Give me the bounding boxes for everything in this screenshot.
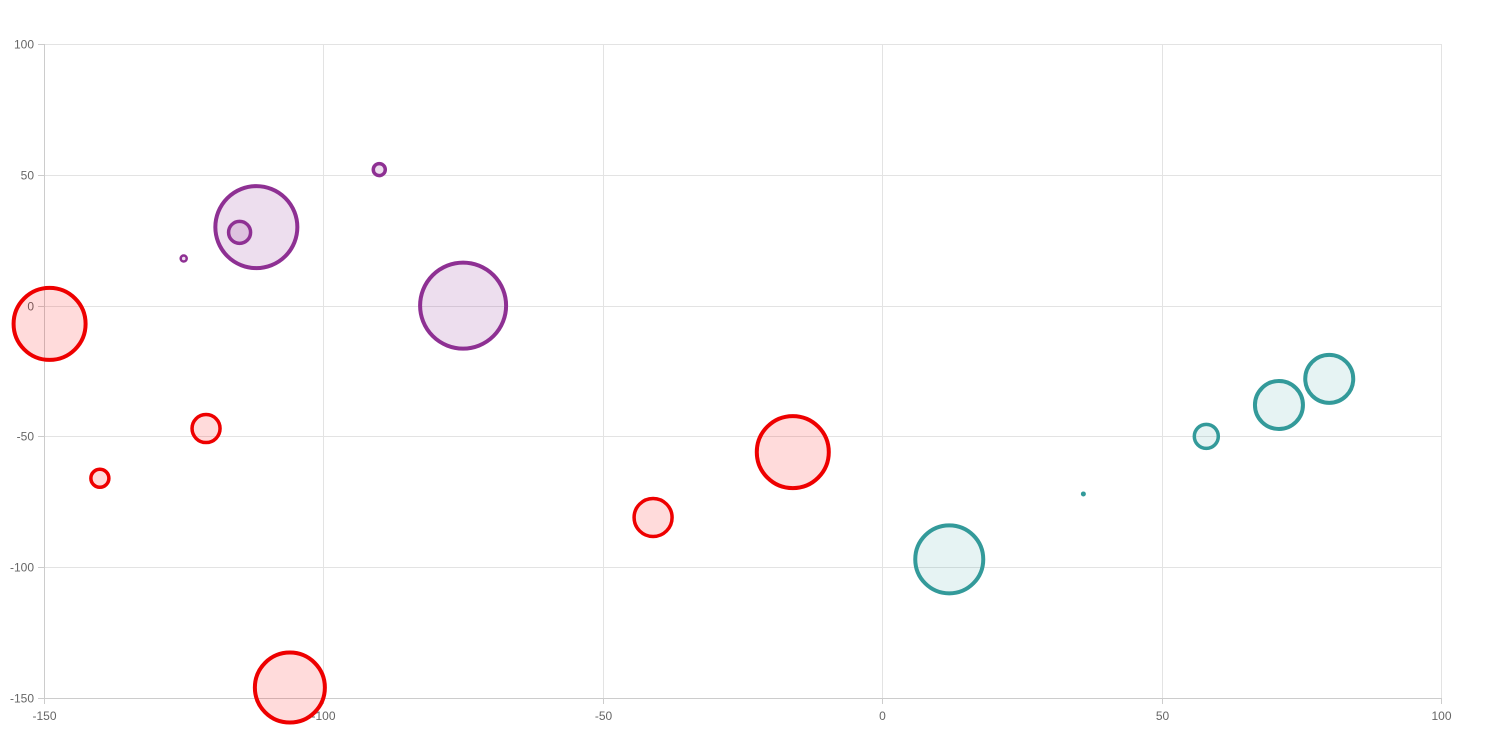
x-tick-label: -150 xyxy=(32,709,56,723)
bubbles xyxy=(11,161,1356,725)
bubble-point[interactable] xyxy=(11,285,88,362)
bubble-point[interactable] xyxy=(89,467,111,490)
bubble-series-2 xyxy=(913,352,1356,596)
x-tick-label: -100 xyxy=(311,709,335,723)
bubble-point[interactable] xyxy=(754,414,831,491)
bubble-point[interactable] xyxy=(226,219,253,246)
bubble-point[interactable] xyxy=(179,254,188,263)
bubble-point[interactable] xyxy=(1080,491,1086,497)
bubble-point[interactable] xyxy=(1252,379,1305,432)
bubble-point[interactable] xyxy=(213,184,300,271)
axes: -150 -100 -50 0 50 100 100 50 0 -50 -100 -150 xyxy=(10,38,1452,724)
y-tick-label: -50 xyxy=(17,430,35,444)
y-tick-label: -150 xyxy=(10,692,34,706)
bubble-point[interactable] xyxy=(632,496,674,539)
y-tick-label: 0 xyxy=(27,300,34,314)
grid-lines xyxy=(44,44,1442,699)
x-tick-label: 100 xyxy=(1431,709,1451,723)
y-tick-label: -100 xyxy=(10,561,34,575)
bubble-series-0 xyxy=(11,285,831,725)
bubble-point[interactable] xyxy=(1303,352,1356,405)
x-tick-label: -50 xyxy=(595,709,613,723)
bubble-series-1 xyxy=(179,161,509,351)
bubble-point[interactable] xyxy=(190,412,222,445)
bubble-point[interactable] xyxy=(1192,422,1221,451)
x-tick-label: 0 xyxy=(879,709,886,723)
y-tick-label: 50 xyxy=(21,169,35,183)
bubble-point[interactable] xyxy=(371,161,388,178)
bubble-point[interactable] xyxy=(418,260,509,351)
bubble-point[interactable] xyxy=(252,650,327,725)
bubble-point[interactable] xyxy=(913,523,986,596)
y-tick-label: 100 xyxy=(14,38,34,52)
x-tick-label: 50 xyxy=(1156,709,1170,723)
